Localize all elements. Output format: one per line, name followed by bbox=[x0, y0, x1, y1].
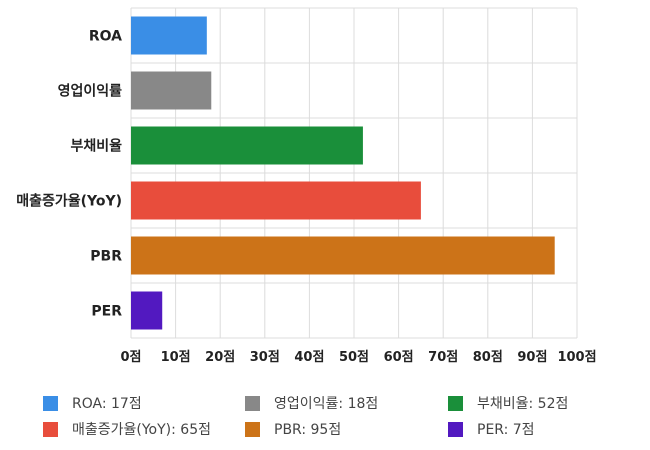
category-label: 부채비율 bbox=[70, 138, 122, 155]
gridlines bbox=[130, 7, 578, 339]
x-tick-label: 20점 bbox=[205, 350, 235, 365]
legend-swatch bbox=[245, 421, 260, 437]
x-tick-label: 50점 bbox=[339, 350, 369, 365]
legend-item: PBR: 95점 bbox=[245, 419, 341, 439]
legend-item: 영업이익률: 18점 bbox=[245, 393, 378, 413]
category-label: 매출증가율(YoY) bbox=[16, 193, 122, 210]
x-tick-label: 40점 bbox=[294, 350, 324, 365]
bar-5 bbox=[131, 291, 163, 330]
x-tick-label: 30점 bbox=[250, 350, 280, 365]
category-label: PER bbox=[91, 304, 122, 320]
legend-item: PER: 7점 bbox=[448, 419, 535, 439]
bar-0 bbox=[131, 16, 207, 55]
legend-swatch bbox=[43, 421, 58, 437]
legend-label: 부채비율: 52점 bbox=[477, 396, 569, 412]
bar-1 bbox=[131, 71, 212, 110]
legend-label: 영업이익률: 18점 bbox=[274, 396, 379, 412]
legend-label: 매출증가율(YoY): 65점 bbox=[72, 422, 211, 438]
legend-label: PER: 7점 bbox=[477, 422, 535, 438]
legend-label: PBR: 95점 bbox=[274, 422, 342, 438]
legend-item: 부채비율: 52점 bbox=[448, 393, 568, 413]
bar-2 bbox=[131, 126, 363, 165]
x-tick-label: 70점 bbox=[428, 350, 458, 365]
legend-swatch bbox=[448, 395, 463, 411]
x-tick-label: 90점 bbox=[517, 350, 547, 365]
bars bbox=[131, 16, 555, 330]
bar-4 bbox=[131, 236, 555, 275]
legend-item: ROA: 17점 bbox=[43, 393, 142, 413]
category-label: 영업이익률 bbox=[58, 83, 123, 100]
x-tick-label: 0점 bbox=[120, 350, 141, 365]
x-tick-label: 60점 bbox=[384, 350, 414, 365]
category-label: ROA bbox=[89, 29, 122, 45]
legend-item: 매출증가율(YoY): 65점 bbox=[43, 419, 211, 439]
legend-label: ROA: 17점 bbox=[72, 396, 142, 412]
x-tick-label: 100점 bbox=[557, 350, 596, 365]
legend-swatch bbox=[245, 395, 260, 411]
category-label: PBR bbox=[90, 249, 122, 265]
x-tick-label: 80점 bbox=[473, 350, 503, 365]
x-tick-label: 10점 bbox=[161, 350, 191, 365]
x-tick-labels: 0점 10점 20점 30점 40점 50점 60점 70점 80점 90점 100점 bbox=[120, 350, 596, 365]
bar-3 bbox=[131, 181, 421, 220]
legend-swatch bbox=[448, 421, 463, 437]
legend-swatch bbox=[43, 395, 58, 411]
